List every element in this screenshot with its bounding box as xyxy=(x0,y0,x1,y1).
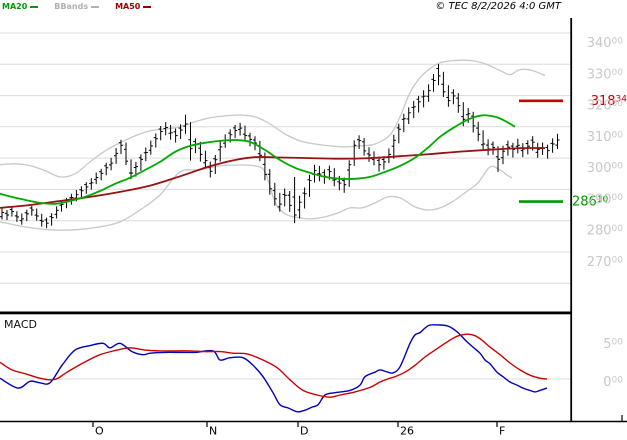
price-tick-label: 31000 xyxy=(587,130,624,145)
legend-item-ma20: MA20 xyxy=(2,2,39,11)
copyright-text: © TEC 8/2/2026 4:0 GMT xyxy=(435,1,561,12)
ohlc-bars xyxy=(0,64,560,229)
macd-axis-labels: 500 000 xyxy=(603,337,623,390)
legend-item-bbands: BBands xyxy=(54,2,100,11)
ma50-line-sample xyxy=(143,5,152,8)
month-label: D xyxy=(300,425,308,438)
ma20-line-sample xyxy=(30,5,39,8)
panel-separator xyxy=(0,311,572,315)
month-label: O xyxy=(95,425,104,438)
bollinger-bands xyxy=(0,59,546,231)
price-tick-label: 33000 xyxy=(587,67,624,82)
month-label: F xyxy=(499,425,505,438)
price-tick-label: 28000 xyxy=(587,224,624,239)
price-levels: 31834 28610 xyxy=(519,94,627,210)
bb-line xyxy=(0,164,513,231)
legend-label-ma50: MA50 xyxy=(115,2,141,11)
x-axis-ticks: O N D 26 F xyxy=(92,421,505,438)
legend-label-bbands: BBands xyxy=(54,2,89,11)
price-axis-labels: 34000 33000 32000 31000 30000 29000 28000 27000 xyxy=(587,36,624,270)
price-tick-label: 27000 xyxy=(587,255,624,270)
ma50-line xyxy=(0,147,546,209)
legend: MA20 BBands MA50 xyxy=(2,2,167,11)
price-tick-label: 34000 xyxy=(587,36,624,51)
macd-tick-label: 500 xyxy=(603,337,623,352)
level-label: 28610 xyxy=(572,195,609,210)
price-tick-label: 30000 xyxy=(587,161,624,176)
legend-item-ma50: MA50 xyxy=(115,2,152,11)
ma20-line xyxy=(0,114,516,205)
month-label: N xyxy=(209,425,217,438)
level-label: 31834 xyxy=(591,94,627,109)
signal-line xyxy=(0,333,548,398)
macd-tick-label: 000 xyxy=(603,375,623,390)
month-label: 26 xyxy=(400,425,414,438)
bb-line xyxy=(0,59,546,178)
macd-line xyxy=(0,324,548,413)
macd-series xyxy=(0,324,548,413)
moving-averages xyxy=(0,114,546,209)
chart-frame xyxy=(0,18,627,423)
price-tick-label: 29000 xyxy=(587,192,624,207)
price-tick-label: 32000 xyxy=(587,99,624,114)
legend-label-ma20: MA20 xyxy=(2,2,28,11)
bbands-line-sample xyxy=(91,5,100,8)
macd-panel-label: MACD xyxy=(4,318,37,331)
